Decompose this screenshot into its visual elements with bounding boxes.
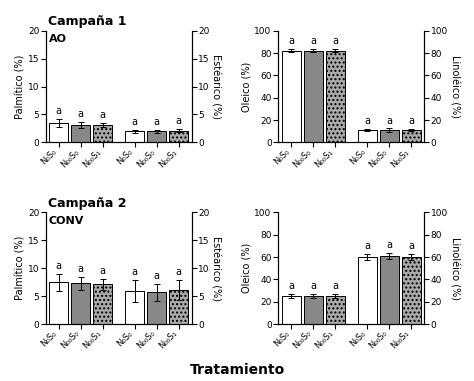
Y-axis label: Oleico (%): Oleico (%) bbox=[242, 243, 252, 293]
Text: a: a bbox=[132, 117, 138, 127]
Text: a: a bbox=[78, 264, 84, 274]
Bar bbox=[125, 131, 145, 142]
Y-axis label: Palmítico (%): Palmítico (%) bbox=[15, 236, 25, 301]
Text: a: a bbox=[408, 116, 414, 126]
Bar bbox=[282, 296, 301, 324]
Text: a: a bbox=[288, 36, 294, 46]
Bar bbox=[358, 130, 377, 142]
Text: Tratamiento: Tratamiento bbox=[190, 363, 284, 377]
Bar bbox=[49, 282, 68, 324]
Bar bbox=[326, 51, 345, 142]
Text: a: a bbox=[176, 116, 182, 126]
Bar bbox=[147, 131, 166, 142]
Bar bbox=[169, 131, 188, 142]
Bar bbox=[93, 125, 112, 142]
Bar bbox=[380, 130, 399, 142]
Bar bbox=[358, 257, 377, 324]
Text: a: a bbox=[176, 267, 182, 277]
Bar bbox=[326, 296, 345, 324]
Text: a: a bbox=[100, 110, 106, 120]
Bar bbox=[71, 125, 90, 142]
Text: a: a bbox=[332, 36, 338, 46]
Text: a: a bbox=[132, 267, 138, 277]
Text: a: a bbox=[310, 36, 316, 46]
Y-axis label: Estéarico (%): Estéarico (%) bbox=[211, 54, 221, 119]
Bar bbox=[93, 285, 112, 324]
Bar bbox=[169, 290, 188, 324]
Text: a: a bbox=[365, 241, 370, 251]
Y-axis label: Linoléico (%): Linoléico (%) bbox=[449, 237, 459, 300]
Text: a: a bbox=[56, 261, 62, 271]
Bar bbox=[71, 283, 90, 324]
Text: a: a bbox=[332, 281, 338, 291]
Bar bbox=[147, 292, 166, 324]
Y-axis label: Linoléico (%): Linoléico (%) bbox=[449, 55, 459, 118]
Bar bbox=[49, 123, 68, 142]
Y-axis label: Palmítico (%): Palmítico (%) bbox=[15, 54, 25, 119]
Text: a: a bbox=[154, 271, 160, 281]
Bar bbox=[380, 256, 399, 324]
Bar bbox=[125, 291, 145, 324]
Text: a: a bbox=[78, 109, 84, 120]
Text: a: a bbox=[386, 115, 392, 126]
Y-axis label: Estéarico (%): Estéarico (%) bbox=[211, 236, 221, 301]
Bar bbox=[303, 296, 323, 324]
Y-axis label: Oleico (%): Oleico (%) bbox=[242, 61, 252, 112]
Text: a: a bbox=[310, 281, 316, 291]
Text: a: a bbox=[408, 241, 414, 251]
Text: a: a bbox=[365, 116, 370, 126]
Text: CONV: CONV bbox=[48, 216, 84, 226]
Bar bbox=[401, 130, 421, 142]
Text: a: a bbox=[154, 117, 160, 127]
Text: a: a bbox=[288, 281, 294, 291]
Text: a: a bbox=[386, 240, 392, 250]
Text: Campaña 1: Campaña 1 bbox=[48, 16, 127, 29]
Text: a: a bbox=[56, 106, 62, 116]
Text: a: a bbox=[100, 266, 106, 276]
Bar bbox=[401, 257, 421, 324]
Text: AO: AO bbox=[48, 34, 66, 44]
Bar bbox=[282, 51, 301, 142]
Text: Campaña 2: Campaña 2 bbox=[48, 197, 127, 210]
Bar bbox=[303, 51, 323, 142]
